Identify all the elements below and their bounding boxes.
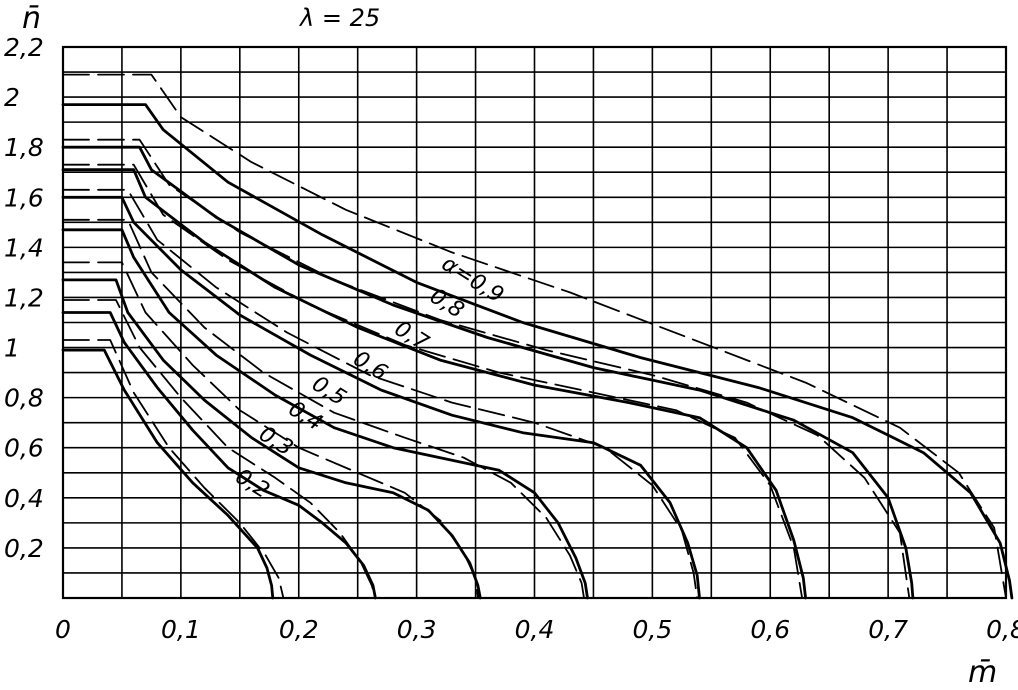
x-tick-label: 0,1 bbox=[161, 615, 201, 644]
series-line-alpha-0-3-solid bbox=[61, 311, 377, 600]
x-tick-label: 0 bbox=[55, 615, 71, 644]
series-line-alpha-0-5-dashed bbox=[62, 218, 585, 599]
series-line-alpha-0-9-solid bbox=[61, 103, 1014, 600]
y-tick-label: 1,2 bbox=[4, 283, 44, 312]
x-tick-label: 0,7 bbox=[868, 615, 908, 644]
x-tick-label: 0,5 bbox=[632, 615, 672, 644]
curve-label: 0,3 bbox=[254, 422, 297, 462]
x-axis-title: m̄ bbox=[968, 655, 997, 690]
series-line-alpha-0-7-solid bbox=[61, 168, 807, 600]
y-tick-label: 1 bbox=[4, 334, 20, 363]
y-tick-label: 2,2 bbox=[4, 33, 44, 62]
series-layer bbox=[61, 73, 1014, 600]
x-tick-label: 0,2 bbox=[279, 615, 319, 644]
x-tick-label: 0,4 bbox=[515, 615, 555, 644]
y-tick-label: 0,2 bbox=[4, 534, 44, 563]
series-line-alpha-0-7-dashed bbox=[62, 163, 803, 599]
series-line-alpha-0-4-dashed bbox=[62, 261, 479, 599]
series-line-alpha-0-8-solid bbox=[61, 145, 915, 600]
y-tick-label: 0,8 bbox=[4, 384, 44, 413]
series-line-alpha-0-6-dashed bbox=[62, 188, 699, 599]
x-tick-label: 0,8 bbox=[986, 615, 1018, 644]
y-tick-label: 1,8 bbox=[4, 133, 44, 162]
series-line-alpha-0-2-dashed bbox=[62, 339, 285, 599]
x-tick-label: 0,3 bbox=[397, 615, 437, 644]
y-tick-label: 2 bbox=[4, 83, 20, 112]
x-tick-label: 0,6 bbox=[750, 615, 790, 644]
y-axis-title: n̄ bbox=[22, 1, 41, 36]
y-tick-label: 1,4 bbox=[4, 233, 44, 262]
plot-frame bbox=[61, 45, 1008, 600]
series-line-alpha-0-8-dashed bbox=[62, 138, 911, 599]
y-tick-label: 0,4 bbox=[4, 484, 44, 513]
series-line-alpha-0-9-dashed bbox=[62, 73, 1007, 599]
chart-title: λ = 25 bbox=[298, 4, 380, 32]
y-tick-label: 0,6 bbox=[4, 434, 44, 463]
y-tick-label: 1,6 bbox=[4, 183, 44, 212]
tick-labels: 0 0,1 0,2 0,3 0,4 0,5 0,6 0,7 0,8 0,2 0,4 0,6 0,8 1 1,… bbox=[4, 33, 1018, 644]
series-line-alpha-0-2-solid bbox=[61, 348, 275, 600]
series-line-alpha-0-3-dashed bbox=[62, 299, 377, 599]
curve-label: 0,5 bbox=[307, 372, 350, 412]
grid bbox=[63, 47, 1006, 598]
series-line-alpha-0-5-solid bbox=[61, 228, 589, 600]
